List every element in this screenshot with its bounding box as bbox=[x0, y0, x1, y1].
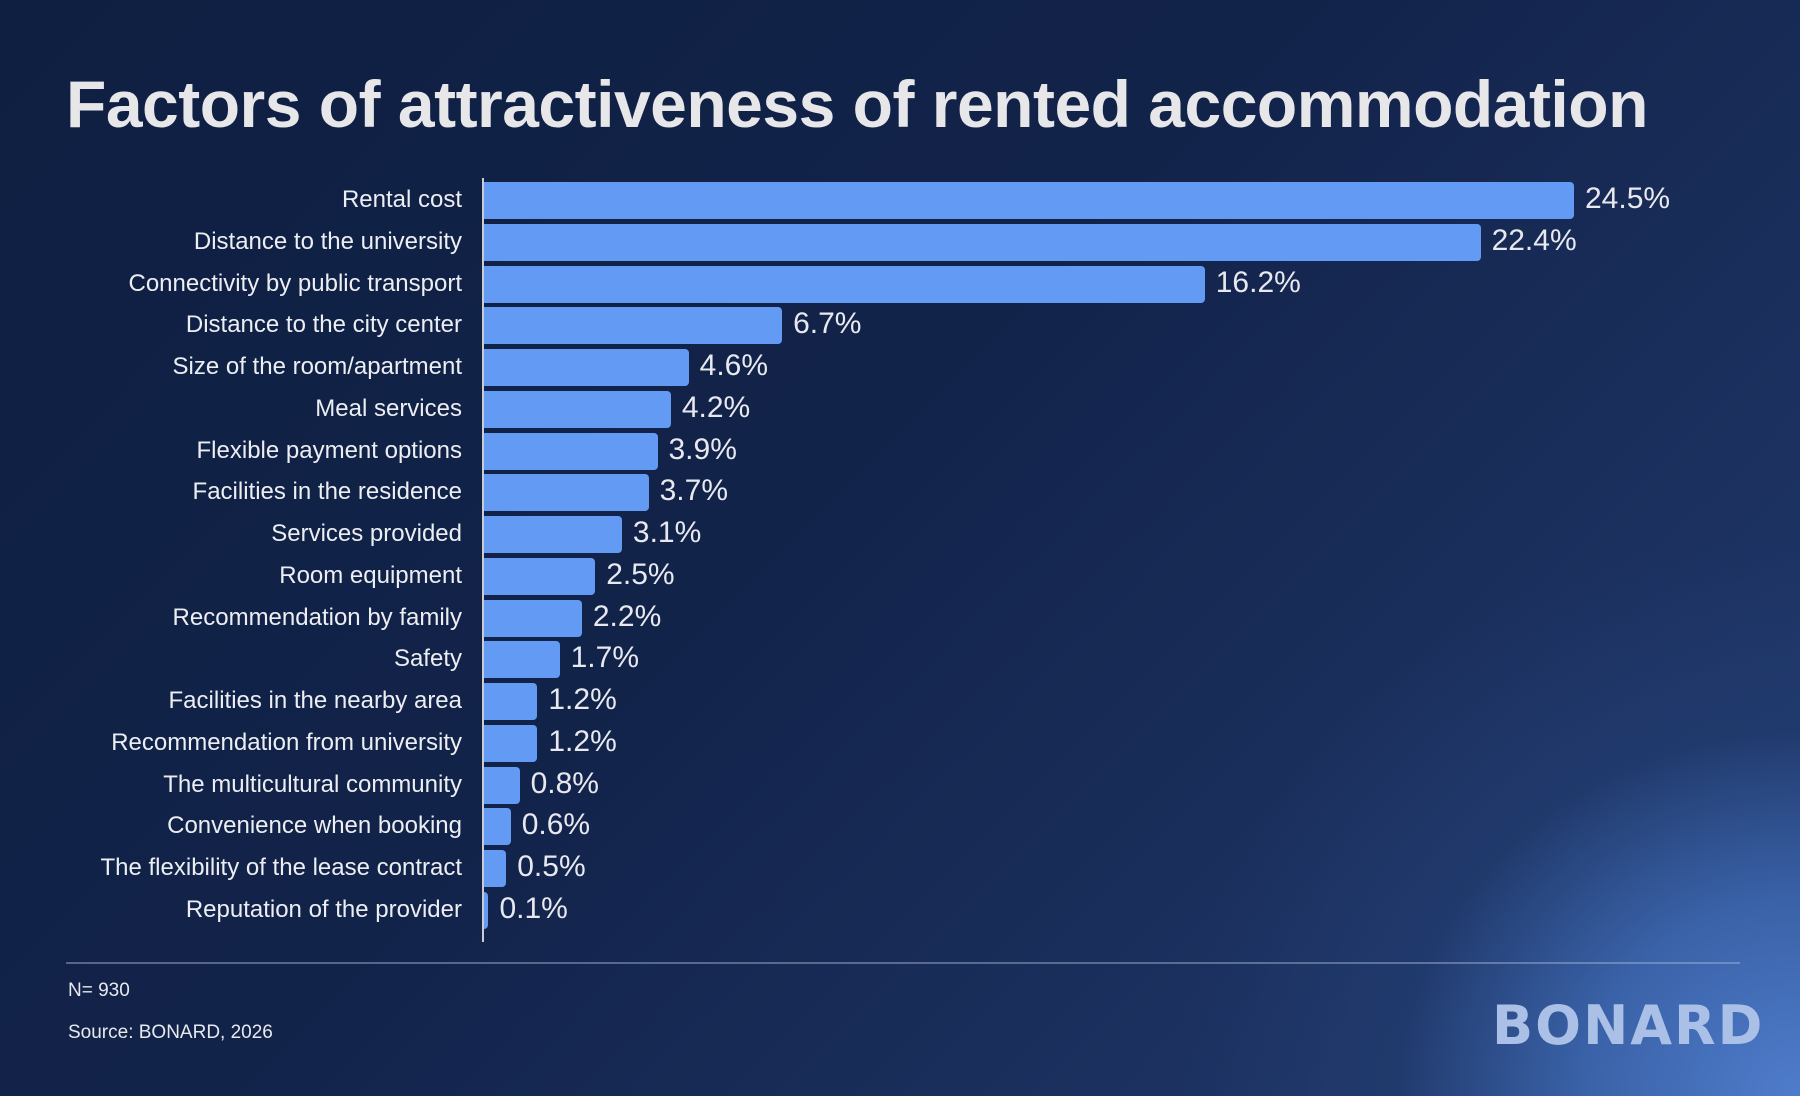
value-label: 0.6% bbox=[521, 808, 591, 842]
sample-size-note: N= 930 bbox=[68, 980, 130, 1001]
category-label: Distance to the city center bbox=[185, 311, 462, 339]
category-label: Rental cost bbox=[341, 186, 462, 213]
category-label: Reputation of the provider bbox=[185, 895, 462, 923]
source-note: Source: BONARD, 2026 bbox=[68, 1022, 273, 1043]
category-label: Size of the room/apartment bbox=[172, 353, 462, 380]
category-label: Flexible payment options bbox=[196, 436, 462, 464]
value-label: 0.1% bbox=[499, 891, 568, 925]
bar bbox=[484, 557, 596, 595]
bar-row: Reputation of the provider 0.1% bbox=[0, 889, 1800, 931]
bar bbox=[484, 724, 538, 762]
category-label: Services provided bbox=[271, 520, 462, 547]
bar-row: Safety 1.7% bbox=[0, 638, 1800, 680]
bar-row: Convenience when booking 0.6% bbox=[0, 805, 1800, 847]
value-label: 1.7% bbox=[570, 641, 640, 675]
bar bbox=[484, 516, 622, 553]
category-label: Safety bbox=[393, 645, 462, 673]
bar-row: Rental cost 24.5% bbox=[0, 179, 1800, 221]
bar bbox=[484, 474, 649, 512]
category-label: Convenience when booking bbox=[167, 812, 462, 840]
bar bbox=[484, 223, 1481, 261]
category-label: Meal services bbox=[315, 394, 462, 422]
bar bbox=[484, 265, 1205, 303]
bar bbox=[484, 432, 658, 470]
category-label: Facilities in the nearby area bbox=[168, 687, 462, 714]
value-label: 2.2% bbox=[592, 599, 662, 633]
value-label: 3.1% bbox=[632, 516, 702, 549]
bar-row: Room equipment 2.5% bbox=[0, 555, 1800, 597]
category-label: The flexibility of the lease contract bbox=[100, 854, 462, 881]
value-label: 24.5% bbox=[1585, 182, 1671, 215]
value-label: 3.9% bbox=[668, 432, 737, 466]
value-label: 4.2% bbox=[681, 390, 751, 424]
bar bbox=[484, 307, 783, 345]
bar-row: The multicultural community 0.8% bbox=[0, 764, 1800, 806]
bar bbox=[484, 891, 489, 929]
category-label: The multicultural community bbox=[163, 770, 462, 798]
bar bbox=[484, 683, 538, 720]
bar-row: Services provided 3.1% bbox=[0, 513, 1800, 555]
bar-row: Distance to the university 22.4% bbox=[0, 221, 1800, 263]
value-label: 22.4% bbox=[1491, 223, 1577, 257]
bar-row: Size of the room/apartment 4.6% bbox=[0, 346, 1800, 388]
bar bbox=[484, 390, 671, 428]
bar-row: Flexible payment options 3.9% bbox=[0, 430, 1800, 472]
bar-row: Facilities in the residence 3.7% bbox=[0, 471, 1800, 513]
value-label: 1.2% bbox=[548, 683, 617, 716]
y-axis-line bbox=[482, 178, 484, 942]
bar-row: Meal services 4.2% bbox=[0, 388, 1800, 430]
category-label: Room equipment bbox=[279, 561, 462, 589]
bar bbox=[484, 850, 507, 887]
bar bbox=[484, 808, 511, 846]
category-label: Distance to the university bbox=[193, 227, 462, 255]
value-label: 0.8% bbox=[530, 766, 599, 800]
bar-row: The flexibility of the lease contract 0.5… bbox=[0, 847, 1800, 889]
bar bbox=[484, 349, 689, 386]
value-label: 0.5% bbox=[517, 850, 586, 883]
value-label: 2.5% bbox=[606, 557, 675, 591]
bonard-logo: BONARD bbox=[1492, 994, 1765, 1057]
value-label: 1.2% bbox=[548, 724, 617, 758]
value-label: 6.7% bbox=[793, 307, 862, 341]
category-label: Connectivity by public transport bbox=[128, 269, 463, 297]
bar-row: Recommendation by family 2.2% bbox=[0, 597, 1800, 639]
bar bbox=[484, 599, 582, 637]
category-label: Recommendation from university bbox=[111, 728, 462, 756]
bar-row: Connectivity by public transport 16.2% bbox=[0, 263, 1800, 305]
category-label: Recommendation by family bbox=[172, 603, 462, 631]
value-label: 16.2% bbox=[1215, 265, 1301, 299]
value-label: 3.7% bbox=[659, 474, 728, 508]
category-label: Facilities in the residence bbox=[192, 478, 462, 506]
bar bbox=[484, 766, 520, 804]
value-label: 4.6% bbox=[699, 349, 769, 382]
bar-row: Recommendation from university 1.2% bbox=[0, 722, 1800, 764]
chart-title: Factors of attractiveness of rented acco… bbox=[66, 67, 1648, 141]
bar-row: Distance to the city center 6.7% bbox=[0, 304, 1800, 346]
bar bbox=[484, 182, 1574, 219]
footer-divider bbox=[66, 962, 1740, 964]
bar-row: Facilities in the nearby area 1.2% bbox=[0, 680, 1800, 722]
bar bbox=[484, 641, 560, 679]
